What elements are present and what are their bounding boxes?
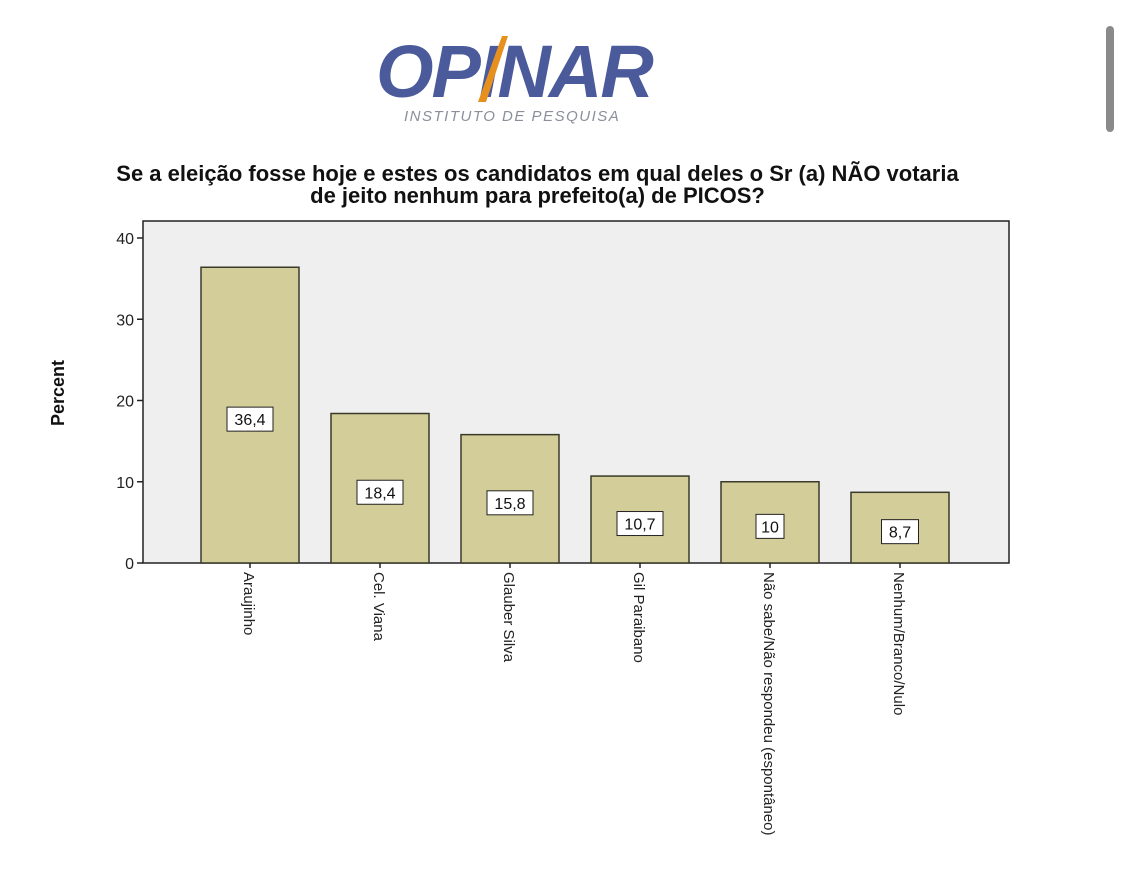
chart-title-line-1: Se a eleição fosse hoje e estes os candi… xyxy=(116,161,959,186)
y-tick-label: 10 xyxy=(116,475,134,492)
data-label-box xyxy=(486,490,534,516)
data-label: 36,4 xyxy=(234,412,265,429)
data-label-box xyxy=(881,519,919,545)
bar xyxy=(590,475,690,564)
logo-subtitle: INSTITUTO DE PESQUISA xyxy=(404,108,621,125)
logo-accent-mark xyxy=(478,36,508,102)
data-label: 15,8 xyxy=(494,496,525,513)
vertical-scrollbar[interactable] xyxy=(1106,26,1114,132)
logo-wordmark: OPINAR xyxy=(376,30,654,113)
data-label-box xyxy=(356,479,404,505)
x-tick-label: Glauber Silva xyxy=(500,572,517,663)
x-tick-label: Cel. Viana xyxy=(370,572,387,642)
x-tick-label: Araujinho xyxy=(240,572,257,635)
chart-title-line-2: de jeito nenhum para prefeito(a) de PICO… xyxy=(310,183,765,208)
data-label: 10,7 xyxy=(624,517,655,534)
y-tick-label: 0 xyxy=(125,556,134,573)
x-tick-label: Não sabe/Não respondeu (espontâneo) xyxy=(760,572,777,836)
y-tick-label: 30 xyxy=(116,312,134,329)
data-label: 10 xyxy=(761,519,779,536)
x-tick-label: Gil Paraibano xyxy=(630,572,647,663)
opinar-logo: OPINAR INSTITUTO DE PESQUISA xyxy=(370,30,660,130)
y-tick-label: 20 xyxy=(116,394,134,411)
x-tick-label: Nenhum/Branco/Nulo xyxy=(890,572,907,715)
data-label-box xyxy=(755,513,785,539)
data-label-box xyxy=(616,511,664,537)
data-label: 8,7 xyxy=(889,525,911,542)
chart-title: Se a eleição fosse hoje e estes os candi… xyxy=(40,163,1035,207)
data-label-box xyxy=(226,406,274,432)
data-label: 18,4 xyxy=(364,485,395,502)
y-tick-label: 40 xyxy=(116,231,134,248)
